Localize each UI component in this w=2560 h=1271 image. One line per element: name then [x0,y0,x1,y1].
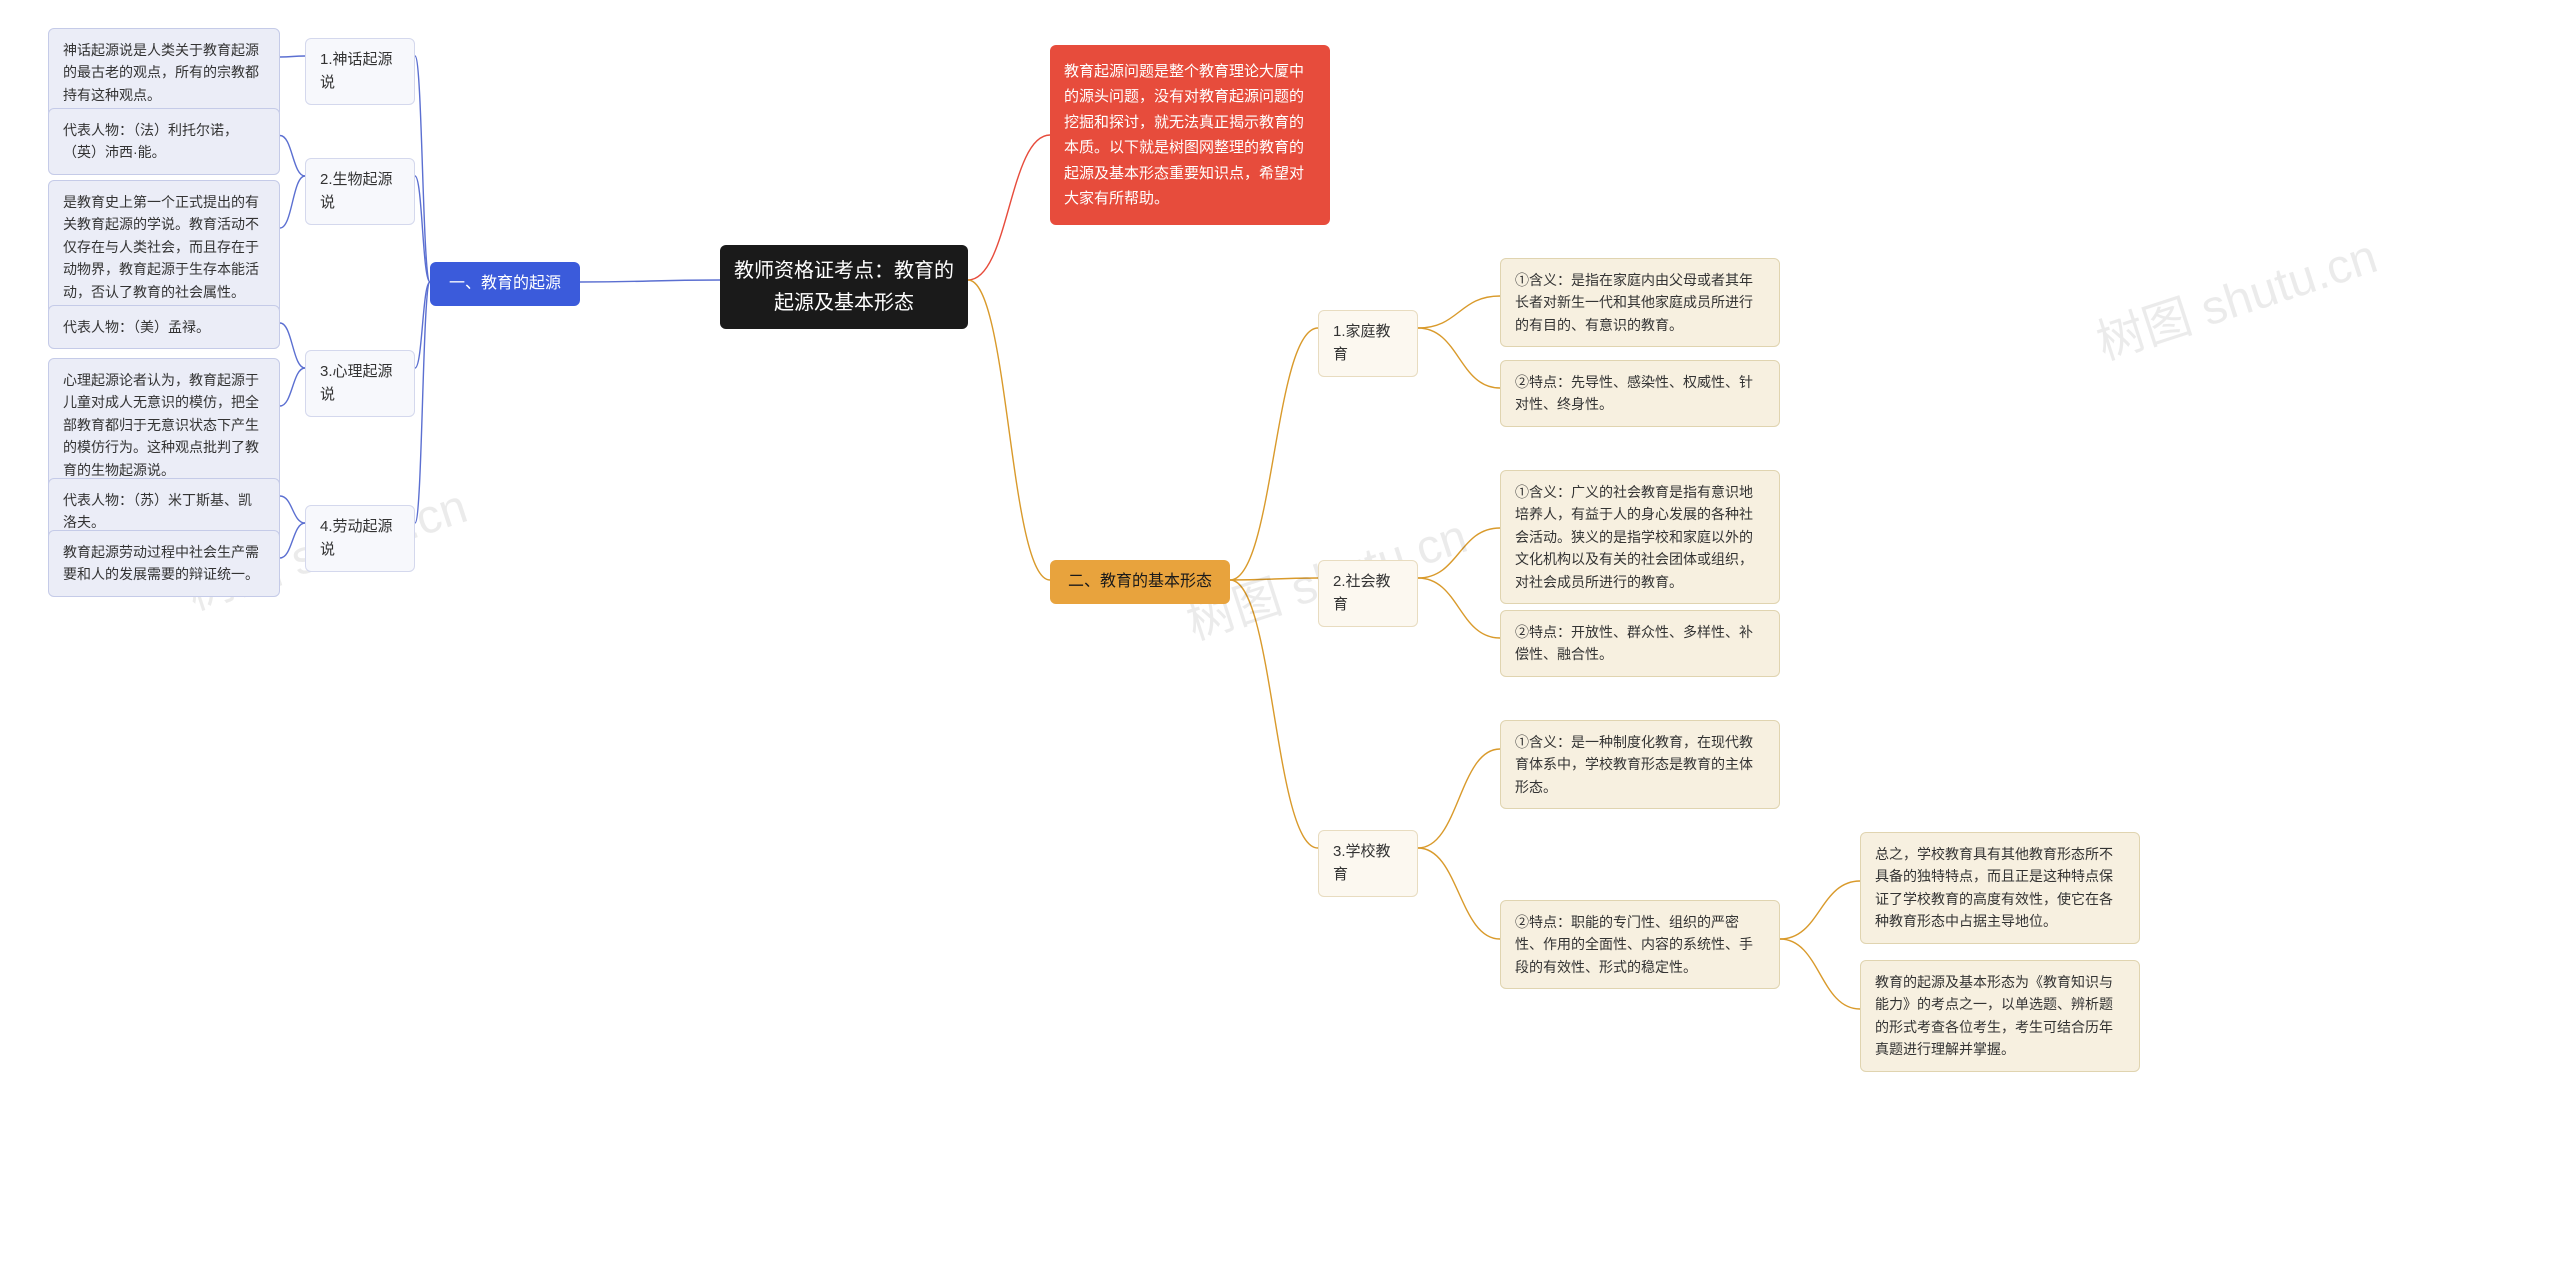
form-family-detail-2: ②特点：先导性、感染性、权威性、针对性、终身性。 [1500,360,1780,427]
form-school-sub-1: 总之，学校教育具有其他教育形态所不具备的独特特点，而且正是这种特点保证了学校教育… [1860,832,2140,944]
form-family-detail-1: ①含义：是指在家庭内由父母或者其年长者对新生一代和其他家庭成员所进行的有目的、有… [1500,258,1780,347]
origin-psych-detail-1: 代表人物：（美）孟禄。 [48,305,280,349]
origin-labor-detail-2: 教育起源劳动过程中社会生产需要和人的发展需要的辩证统一。 [48,530,280,597]
form-society-label: 2.社会教育 [1318,560,1418,627]
section-forms: 二、教育的基本形态 [1050,560,1230,604]
origin-psych-label: 3.心理起源说 [305,350,415,417]
section-origin: 一、教育的起源 [430,262,580,306]
origin-psych-detail-2: 心理起源论者认为，教育起源于儿童对成人无意识的模仿，把全部教育都归于无意识状态下… [48,358,280,492]
watermark-3: 树图 shutu.cn [2086,217,2384,373]
root-node: 教师资格证考点：教育的起源及基本形态 [720,245,968,329]
origin-bio-detail-1: 代表人物：（法）利托尔诺，（英）沛西·能。 [48,108,280,175]
form-school-sub-2: 教育的起源及基本形态为《教育知识与能力》的考点之一，以单选题、辨析题的形式考查各… [1860,960,2140,1072]
form-family-label: 1.家庭教育 [1318,310,1418,377]
origin-myth-detail-1: 神话起源说是人类关于教育起源的最古老的观点，所有的宗教都持有这种观点。 [48,28,280,117]
origin-bio-label: 2.生物起源说 [305,158,415,225]
form-school-detail-2: ②特点：职能的专门性、组织的严密性、作用的全面性、内容的系统性、手段的有效性、形… [1500,900,1780,989]
origin-labor-label: 4.劳动起源说 [305,505,415,572]
form-school-label: 3.学校教育 [1318,830,1418,897]
origin-bio-detail-2: 是教育史上第一个正式提出的有关教育起源的学说。教育活动不仅存在与人类社会，而且存… [48,180,280,314]
intro-node: 教育起源问题是整个教育理论大厦中的源头问题，没有对教育起源问题的挖掘和探讨，就无… [1050,45,1330,225]
form-society-detail-2: ②特点：开放性、群众性、多样性、补偿性、融合性。 [1500,610,1780,677]
form-school-detail-1: ①含义：是一种制度化教育，在现代教育体系中，学校教育形态是教育的主体形态。 [1500,720,1780,809]
form-society-detail-1: ①含义：广义的社会教育是指有意识地培养人，有益于人的身心发展的各种社会活动。狭义… [1500,470,1780,604]
origin-myth-label: 1.神话起源说 [305,38,415,105]
